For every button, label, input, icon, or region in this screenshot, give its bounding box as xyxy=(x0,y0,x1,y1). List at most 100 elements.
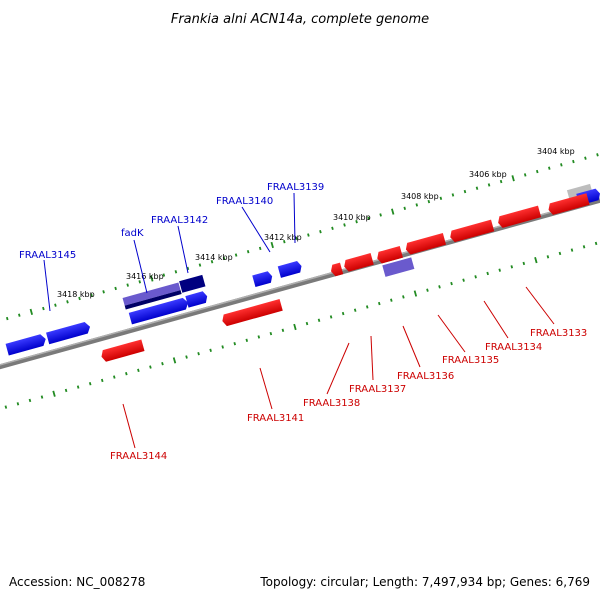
scale-label-3416: 3416 kbp xyxy=(126,272,164,281)
minor-tick xyxy=(138,280,142,284)
forward-tick-row xyxy=(5,153,599,321)
minor-tick xyxy=(245,338,249,342)
minor-tick xyxy=(367,216,370,220)
gene-label-FRAAL3136[interactable]: FRAAL3136 xyxy=(397,371,454,382)
gene-label-FRAAL3141[interactable]: FRAAL3141 xyxy=(247,413,304,424)
gene-arrow-FRAAL3134[interactable] xyxy=(497,205,542,229)
major-tick xyxy=(511,175,515,182)
minor-tick xyxy=(281,328,285,332)
minor-tick xyxy=(463,189,467,194)
reverse-genes xyxy=(100,193,590,362)
gene-arrow[interactable] xyxy=(46,321,92,345)
minor-tick xyxy=(18,313,21,317)
reverse-gene-labels xyxy=(122,286,555,449)
gene-box-FRAAL3137-shade[interactable] xyxy=(382,257,415,277)
gene-label-FRAAL3144[interactable]: FRAAL3144 xyxy=(110,451,167,462)
gene-arrow-FRAAL3142-lower[interactable] xyxy=(185,291,208,308)
minor-tick xyxy=(258,246,262,251)
minor-tick xyxy=(221,345,224,349)
leader-FRAAL3141 xyxy=(259,367,273,410)
gene-box-fadK-upper[interactable] xyxy=(122,282,181,306)
gene-arrow-FRAAL3138[interactable] xyxy=(343,253,374,272)
minor-tick xyxy=(78,296,81,301)
gene-label-FRAAL3140[interactable]: FRAAL3140 xyxy=(216,196,273,207)
minor-tick xyxy=(305,321,309,326)
minor-tick xyxy=(137,368,140,373)
minor-tick xyxy=(149,365,152,369)
scale-label-3418: 3418 kbp xyxy=(57,290,95,299)
minor-tick xyxy=(234,253,238,257)
gene-label-FRAAL3137[interactable]: FRAAL3137 xyxy=(349,384,406,395)
leader-FRAAL3136 xyxy=(402,325,421,368)
minor-tick xyxy=(185,355,188,359)
minor-tick xyxy=(307,233,310,237)
minor-tick xyxy=(451,193,455,197)
minor-tick xyxy=(510,265,514,269)
minor-tick xyxy=(355,219,358,224)
minor-tick xyxy=(548,166,551,170)
gene-arrow[interactable] xyxy=(329,262,344,278)
gene-arrow-FRAAL3136[interactable] xyxy=(404,233,447,255)
gene-arrow-FRAAL3141[interactable] xyxy=(221,299,283,327)
minor-tick xyxy=(28,398,32,403)
minor-tick xyxy=(390,298,393,302)
gene-arrow-FRAAL3135[interactable] xyxy=(449,219,495,243)
major-tick xyxy=(270,241,274,249)
gene-label-FRAAL3135[interactable]: FRAAL3135 xyxy=(442,355,499,366)
minor-tick xyxy=(114,286,117,291)
gene-box-FRAAL3142[interactable] xyxy=(179,274,206,293)
minor-tick xyxy=(210,260,214,264)
minor-tick xyxy=(438,285,441,289)
gene-label-FRAAL3138[interactable]: FRAAL3138 xyxy=(303,398,360,409)
gene-arrow-FRAAL3140[interactable] xyxy=(252,270,274,288)
minor-tick xyxy=(498,268,502,272)
gene-label-FRAAL3145[interactable]: FRAAL3145 xyxy=(19,250,76,261)
minor-tick xyxy=(100,378,104,383)
minor-tick xyxy=(40,395,44,399)
minor-tick xyxy=(558,251,562,256)
minor-tick xyxy=(222,256,226,261)
minor-tick xyxy=(16,402,20,406)
leader-FRAAL3140 xyxy=(241,206,271,253)
gene-label-FRAAL3133[interactable]: FRAAL3133 xyxy=(530,328,587,339)
minor-tick xyxy=(126,283,129,287)
gene-label-FRAAL3139[interactable]: FRAAL3139 xyxy=(267,182,324,193)
minor-tick xyxy=(162,273,166,277)
gene-arrow-FRAAL3139[interactable] xyxy=(277,260,303,278)
major-tick xyxy=(534,257,538,264)
gene-label-FRAAL3142[interactable]: FRAAL3142 xyxy=(151,215,208,226)
leader-FRAAL3139 xyxy=(293,192,296,244)
minor-tick xyxy=(90,293,93,297)
genome-summary-text: Topology: circular; Length: 7,497,934 bp… xyxy=(259,575,590,589)
minor-tick xyxy=(341,311,345,316)
minor-tick xyxy=(415,203,419,207)
minor-tick xyxy=(582,245,586,249)
gene-arrow[interactable] xyxy=(5,333,48,356)
minor-tick xyxy=(594,241,598,246)
minor-tick xyxy=(125,372,128,376)
minor-tick xyxy=(439,196,443,200)
major-tick xyxy=(29,308,34,315)
minor-tick xyxy=(257,335,261,339)
scale-label-3408: 3408 kbp xyxy=(401,192,439,201)
minor-tick xyxy=(535,169,539,174)
minor-tick xyxy=(198,263,202,267)
leader-FRAAL3137 xyxy=(370,335,374,381)
gene-label-fadK[interactable]: fadK xyxy=(121,228,144,239)
gene-arrow-FRAAL3137[interactable] xyxy=(376,246,403,264)
gene-label-FRAAL3134[interactable]: FRAAL3134 xyxy=(485,342,542,353)
gene-arrow-FRAAL3144[interactable] xyxy=(100,339,145,362)
gene-arrow-fadK-lower[interactable] xyxy=(128,297,190,325)
accession-text: Accession: NC_008278 xyxy=(9,575,145,589)
reverse-tick-row xyxy=(4,241,598,409)
gene-arrow-FRAAL3133[interactable] xyxy=(547,193,590,216)
minor-tick xyxy=(570,248,574,252)
minor-tick xyxy=(462,278,465,282)
minor-tick xyxy=(319,229,322,234)
minor-tick xyxy=(378,301,381,306)
leader-FRAAL3144 xyxy=(122,403,136,449)
minor-tick xyxy=(161,362,164,366)
minor-tick xyxy=(283,240,286,244)
minor-tick xyxy=(486,271,489,276)
